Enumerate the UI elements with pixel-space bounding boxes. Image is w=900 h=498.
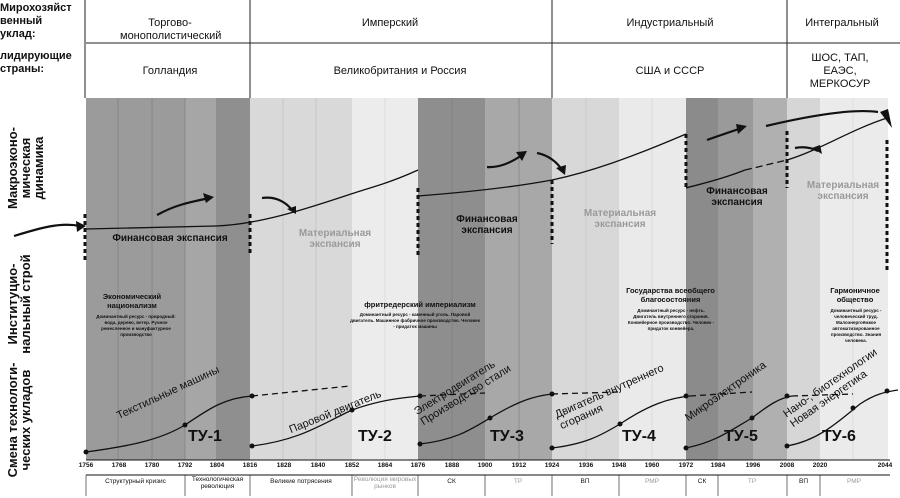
era-countries-1: Голландия xyxy=(142,65,198,77)
era-title-2: Имперский xyxy=(361,17,419,29)
phase-label: ТР xyxy=(513,478,523,485)
axis-year: 1948 xyxy=(611,462,627,469)
expansion-label-3: Финансовая экспансия xyxy=(456,214,518,236)
axis-year: 2020 xyxy=(812,462,828,469)
phase-label: ВП xyxy=(798,478,808,485)
header-row2-label: лидирующие страны: xyxy=(0,50,72,75)
tu-label-2: ТУ-2 xyxy=(358,428,392,445)
institution-text-3: Доминантный ресурс - нефть. Двигатель вн… xyxy=(627,308,715,331)
axis-year: 1876 xyxy=(410,462,426,469)
period-bands xyxy=(86,98,888,460)
axis-year: 1840 xyxy=(310,462,326,469)
era-title-1: Торгово-монополистический xyxy=(120,17,222,42)
institution-text-2: Доминантный ресурс - каменный уголь. Пар… xyxy=(350,312,480,329)
expansion-label-5: Финансовая экспансия xyxy=(706,186,768,208)
institution-title-4: Гармоничное общество xyxy=(830,286,880,304)
tu-label-4: ТУ-4 xyxy=(622,428,656,445)
axis-year: 2008 xyxy=(779,462,795,469)
side-label-tech: Смена технологи-ческих укладов xyxy=(5,362,33,478)
phase-label: ВП xyxy=(580,478,590,485)
phase-label: Революция мировых рынков xyxy=(353,476,417,490)
era-title-4: Интегральный xyxy=(805,17,879,29)
header-row1-label: Мирохозяйст венный уклад: xyxy=(0,2,72,40)
phase-dividers xyxy=(85,475,821,496)
institution-title-2: фритредерский империализм xyxy=(364,300,476,309)
tu-label-5: ТУ-5 xyxy=(724,428,758,445)
axis-year: 1924 xyxy=(544,462,560,469)
axis-year: 1912 xyxy=(511,462,527,469)
axis-year: 1756 xyxy=(78,462,94,469)
axis-year: 1804 xyxy=(209,462,225,469)
axis-year: 1888 xyxy=(444,462,460,469)
institution-text-4: Доминантный ресурс - человеческий труд. … xyxy=(830,308,882,343)
era-countries-4: ШОС, ТАП, ЕАЭС, МЕРКОСУР xyxy=(809,52,871,90)
expansion-label-1: Финансовая экспансия xyxy=(112,233,228,244)
phase-label: РМР xyxy=(644,478,659,485)
axis-year: 1984 xyxy=(710,462,726,469)
axis-year: 1936 xyxy=(578,462,594,469)
axis-year: 1972 xyxy=(678,462,694,469)
expansion-label-2: Материальная экспансия xyxy=(298,228,372,250)
axis-year: 1852 xyxy=(344,462,360,469)
side-label-institutional: Институцио-нальный строй xyxy=(5,254,33,354)
arrow-heads xyxy=(76,109,892,232)
institution-title-1: Экономический национализм xyxy=(102,292,162,310)
time-axis xyxy=(86,459,890,476)
institution-text-1: Доминантный ресурс - природный: вода, де… xyxy=(96,314,176,337)
axis-year: 2044 xyxy=(877,462,893,469)
axis-year: 1828 xyxy=(276,462,292,469)
tu-label-3: ТУ-3 xyxy=(490,428,524,445)
axis-year: 1864 xyxy=(377,462,393,469)
expansion-label-4: Материальная экспансия xyxy=(583,208,657,230)
macro-curve xyxy=(85,117,888,230)
axis-year: 1768 xyxy=(111,462,127,469)
phase-label: ТР xyxy=(747,478,757,485)
phase-label: Структурный кризис xyxy=(105,478,166,485)
tech-dots xyxy=(83,388,890,455)
side-label-macro: Макроэконо-мическая динамика xyxy=(5,127,46,210)
era-countries-2: Великобритания и Россия xyxy=(333,65,467,77)
tu-label-1: ТУ-1 xyxy=(188,428,222,445)
axis-year: 1792 xyxy=(177,462,193,469)
axis-year: 1816 xyxy=(242,462,258,469)
phase-label: Великие потрясения xyxy=(270,478,332,485)
era-title-3: Индустриальный xyxy=(626,17,714,29)
axis-year: 1960 xyxy=(644,462,660,469)
era-countries-3: США и СССР xyxy=(635,65,705,77)
institution-title-3: Государства всеобщего благосостояния xyxy=(626,286,715,304)
phase-label: СК xyxy=(447,478,456,485)
axis-year: 1900 xyxy=(477,462,493,469)
phase-label: Технологическая революция xyxy=(191,476,244,490)
expansion-label-6: Материальная экспансия xyxy=(806,180,880,202)
tu-label-6: ТУ-6 xyxy=(822,428,856,445)
phase-label: РМР xyxy=(846,478,861,485)
axis-year: 1996 xyxy=(745,462,761,469)
phase-label: СК xyxy=(697,478,707,485)
axis-year: 1780 xyxy=(144,462,160,469)
